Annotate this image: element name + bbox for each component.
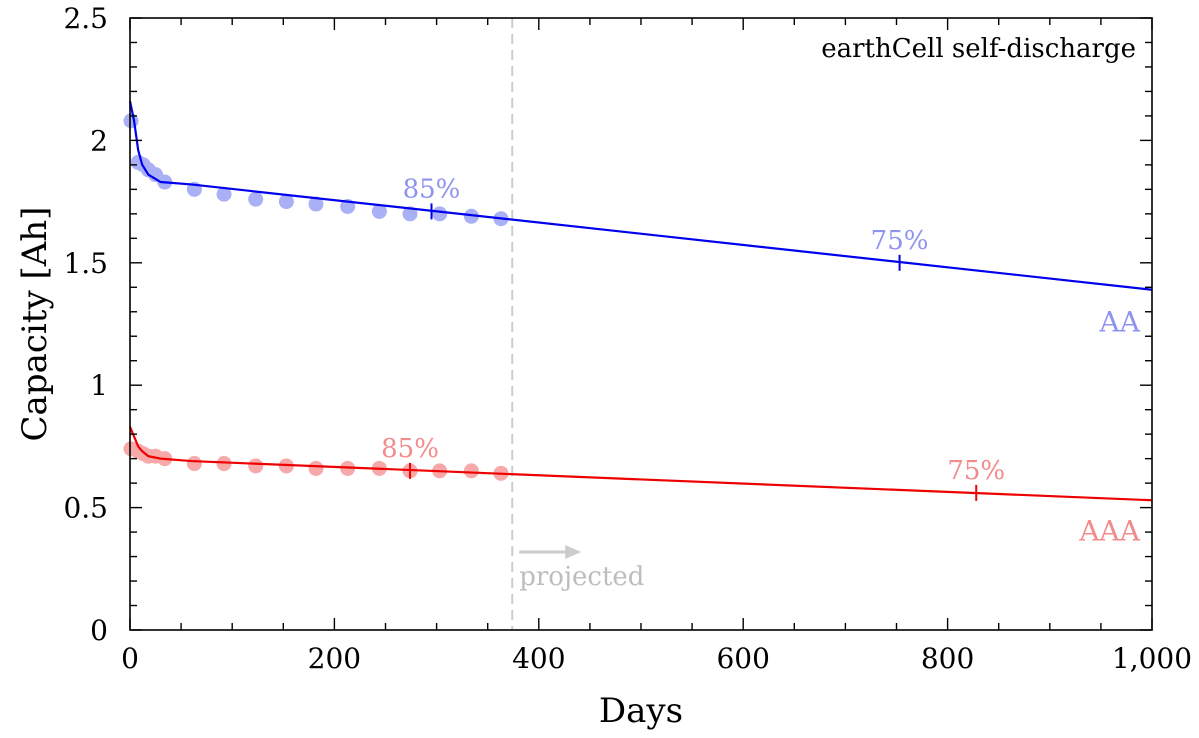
aa-data-point (278, 194, 294, 210)
chart-title: earthCell self-discharge (821, 34, 1136, 64)
aa-data-point (216, 186, 232, 202)
x-tick-label: 800 (921, 642, 974, 675)
aa-data-point (248, 191, 264, 207)
y-tick-label: 0 (90, 614, 108, 647)
aaa-data-point (308, 460, 324, 476)
plot-frame (129, 17, 1153, 631)
aa-marker-label: 85% (403, 174, 461, 204)
projection-arrow-head (565, 545, 582, 559)
x-tick-label: 400 (512, 642, 565, 675)
x-tick-label: 200 (308, 642, 361, 675)
aaa-series-label: AAA (1078, 514, 1140, 547)
aaa-data-point (463, 463, 479, 479)
aa-fit-line (128, 101, 1153, 291)
projection-label: projected (519, 562, 644, 592)
x-tick-label: 600 (716, 642, 769, 675)
aa-data-point (402, 206, 418, 222)
x-tick-label: 0 (121, 642, 139, 675)
y-tick-label: 2 (90, 124, 108, 157)
x-tick-label: 1,000 (1112, 642, 1192, 675)
plot-area: projected 85% 75% AA 85% 75% AAA (123, 18, 1153, 630)
x-axis-title: Days (599, 691, 683, 731)
aaa-marker-label: 75% (947, 456, 1005, 486)
y-tick-label: 0.5 (63, 492, 108, 525)
y-tick-label: 2.5 (63, 2, 108, 35)
aaa-data-point (186, 456, 202, 472)
y-tick-label: 1.5 (63, 247, 108, 280)
aaa-data-point (216, 456, 232, 472)
y-tick-label: 1 (90, 369, 108, 402)
aa-data-point (371, 203, 387, 219)
aa-data-point (463, 208, 479, 224)
aa-data-point (432, 206, 448, 222)
aa-series-label: AA (1099, 306, 1141, 339)
y-axis-title: Capacity [Ah] (15, 207, 55, 442)
aa-data-point (308, 196, 324, 212)
aaa-marker-label: 85% (381, 434, 439, 464)
aaa-fit-line (128, 426, 1153, 502)
aa-marker-label: 75% (871, 226, 929, 256)
axes: 0 200 400 600 800 1,000 0 0.5 1 1.5 2 2.5 (63, 2, 1192, 675)
aaa-data-point (248, 458, 264, 474)
